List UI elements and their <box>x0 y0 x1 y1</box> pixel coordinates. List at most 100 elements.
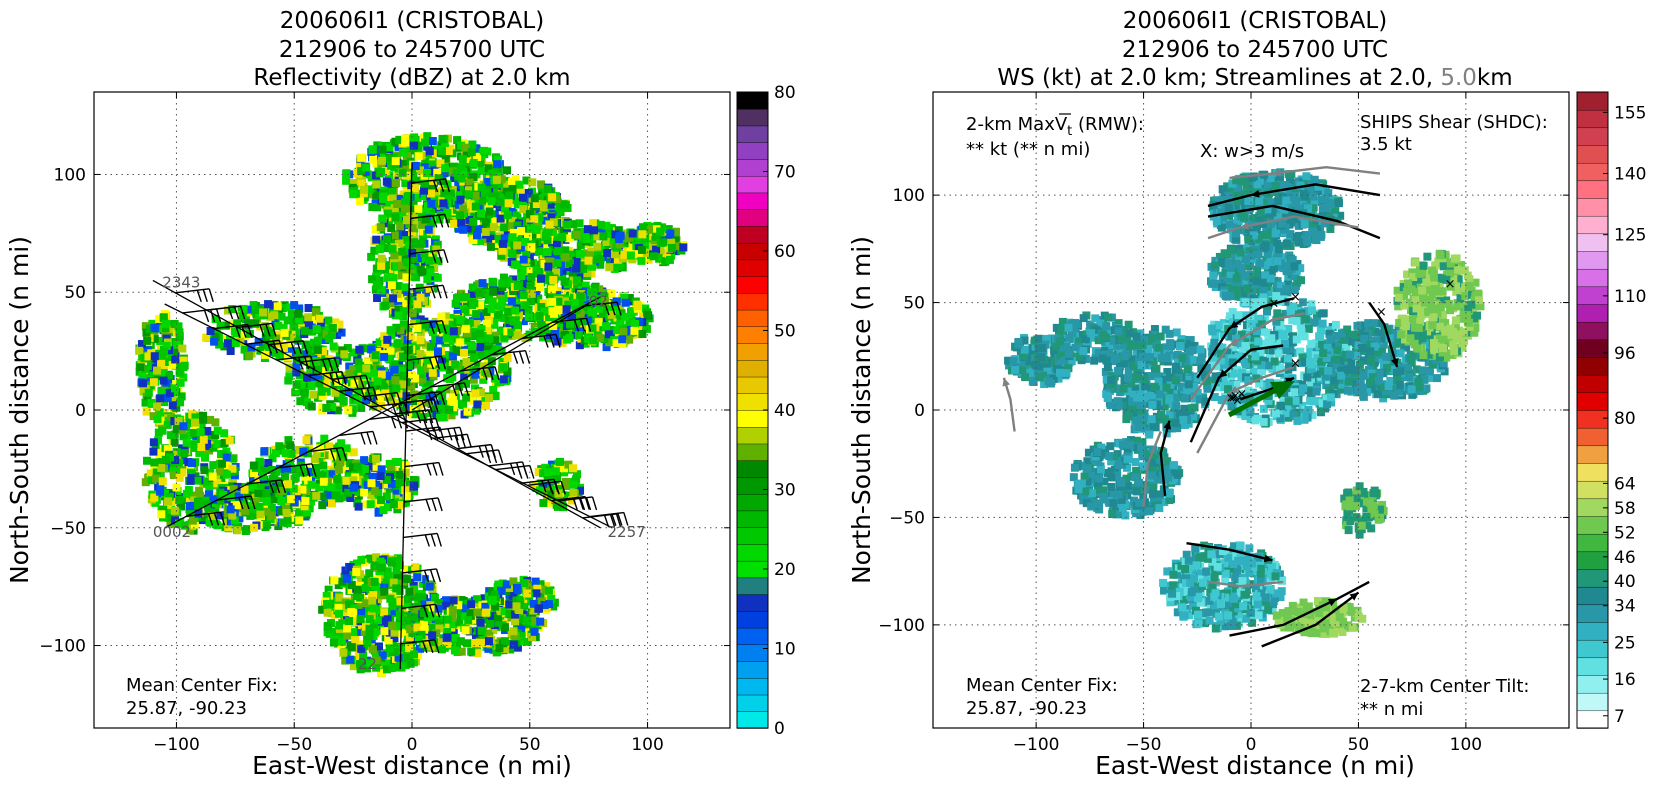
reflectivity-cell <box>448 320 457 329</box>
reflectivity-cell <box>377 668 386 677</box>
reflectivity-cell <box>404 361 413 370</box>
reflectivity-cell <box>270 311 279 320</box>
reflectivity-cell <box>540 307 549 316</box>
reflectivity-cell <box>553 259 562 268</box>
reflectivity-cell <box>233 482 242 491</box>
reflectivity-cell <box>424 625 433 634</box>
reflectivity-cell <box>213 479 222 488</box>
reflectivity-cell <box>369 604 378 613</box>
reflectivity-cell <box>472 361 481 370</box>
reflectivity-cell <box>414 141 423 150</box>
reflectivity-cell <box>475 225 484 234</box>
reflectivity-cell <box>419 253 428 262</box>
reflectivity-cell <box>460 373 469 382</box>
reflectivity-cell <box>344 488 353 497</box>
reflectivity-cell <box>572 264 581 273</box>
reflectivity-cell <box>367 190 376 199</box>
reflectivity-cell <box>327 359 336 368</box>
reflectivity-cell <box>462 357 471 366</box>
reflectivity-cell <box>504 276 513 285</box>
reflectivity-cell <box>437 312 446 321</box>
reflectivity-cell <box>493 155 502 164</box>
reflectivity-cell <box>399 144 408 153</box>
reflectivity-cell <box>165 492 174 501</box>
reflectivity-cell <box>318 347 327 356</box>
reflectivity-cell <box>315 314 324 323</box>
reflectivity-cell <box>394 653 403 662</box>
reflectivity-cell <box>487 228 496 237</box>
reflectivity-cell <box>260 447 269 456</box>
reflectivity-cell <box>457 163 466 172</box>
reflectivity-cell <box>360 488 369 497</box>
reflectivity-cell <box>272 334 281 343</box>
reflectivity-cell <box>391 376 400 385</box>
reflectivity-cell <box>155 314 164 323</box>
reflectivity-cell <box>484 393 493 402</box>
reflectivity-cell <box>403 653 412 662</box>
reflectivity-cell <box>532 200 541 209</box>
reflectivity-cell <box>349 364 358 373</box>
reflectivity-cell <box>381 340 390 349</box>
reflectivity-cell <box>412 288 421 297</box>
reflectivity-cell <box>285 372 294 381</box>
reflectivity-cell <box>638 330 647 339</box>
reflectivity-cell <box>312 491 321 500</box>
reflectivity-cell <box>383 571 392 580</box>
reflectivity-cell <box>575 250 584 259</box>
reflectivity-cell <box>512 211 521 220</box>
reflectivity-cell <box>300 502 309 511</box>
reflectivity-cell <box>413 623 422 632</box>
reflectivity-cell <box>544 226 553 235</box>
reflectivity-cell <box>420 625 429 634</box>
reflectivity-cell <box>420 163 429 172</box>
reflectivity-cell <box>568 272 577 281</box>
reflectivity-cell <box>362 163 371 172</box>
reflectivity-cell <box>402 216 411 225</box>
reflectivity-cell <box>609 262 618 271</box>
reflectivity-cell <box>203 427 212 436</box>
reflectivity-cell <box>482 608 491 617</box>
reflectivity-cell <box>469 217 478 226</box>
reflectivity-cell <box>327 483 336 492</box>
reflectivity-cell <box>335 494 344 503</box>
reflectivity-cell <box>375 642 384 651</box>
reflectivity-cell <box>193 476 202 485</box>
reflectivity-cell <box>485 222 494 231</box>
reflectivity-cell <box>461 626 470 635</box>
reflectivity-cell <box>478 638 487 647</box>
reflectivity-cell <box>395 294 404 303</box>
reflectivity-cell <box>157 510 166 519</box>
reflectivity-cell <box>535 213 544 222</box>
reflectivity-cell <box>448 352 457 361</box>
reflectivity-cell <box>264 300 273 309</box>
reflectivity-cell <box>563 335 572 344</box>
reflectivity-cell <box>645 225 654 234</box>
reflectivity-cell <box>600 335 609 344</box>
reflectivity-cell <box>431 611 440 620</box>
reflectivity-cell <box>147 398 156 407</box>
reflectivity-cell <box>382 660 391 669</box>
reflectivity-cell <box>170 438 179 447</box>
reflectivity-cell <box>528 178 537 187</box>
reflectivity-cell <box>490 641 499 650</box>
reflectivity-cell <box>528 632 537 641</box>
reflectivity-cell <box>500 313 509 322</box>
reflectivity-cell <box>301 480 310 489</box>
reflectivity-cell <box>371 285 380 294</box>
reflectivity-cell <box>335 621 344 630</box>
reflectivity-cell <box>216 511 225 520</box>
reflectivity-cell <box>376 240 385 249</box>
reflectivity-cell <box>519 255 528 264</box>
reflectivity-cell <box>226 347 235 356</box>
reflectivity-cell <box>136 363 145 372</box>
reflectivity-cell <box>146 359 155 368</box>
reflectivity-cell <box>477 626 486 635</box>
reflectivity-cell <box>367 490 376 499</box>
reflectivity-cell <box>385 171 394 180</box>
reflectivity-cell <box>219 490 228 499</box>
reflectivity-cell <box>170 417 179 426</box>
reflectivity-cell <box>434 638 443 647</box>
reflectivity-cell <box>324 585 333 594</box>
reflectivity-cell <box>295 516 304 525</box>
reflectivity-cell <box>469 375 478 384</box>
